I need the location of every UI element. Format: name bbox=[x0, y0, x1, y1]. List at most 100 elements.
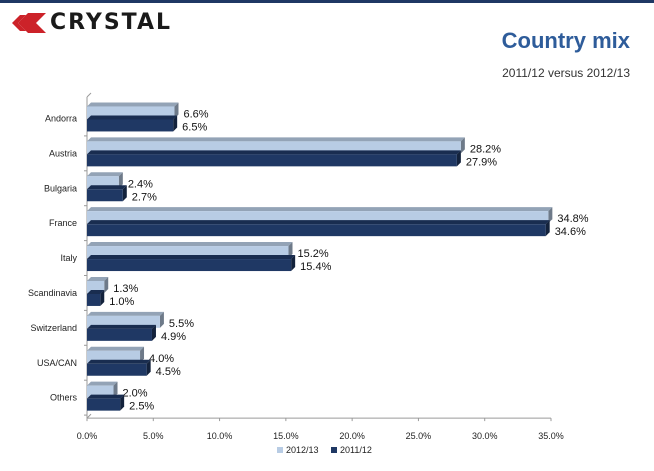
category-label: Italy bbox=[60, 253, 77, 263]
legend-label: 2012/13 bbox=[286, 445, 319, 455]
data-label: 15.2% bbox=[298, 248, 329, 260]
bar-front-face bbox=[87, 293, 101, 306]
brand-logo: CRYSTAL bbox=[12, 11, 172, 35]
bar-side-face bbox=[118, 172, 123, 189]
bar-2011-12 bbox=[87, 255, 296, 272]
bar-top-face bbox=[87, 289, 105, 294]
data-label: 2.5% bbox=[129, 401, 154, 413]
x-tick-label: 35.0% bbox=[538, 431, 564, 441]
bar-front-face bbox=[87, 328, 152, 341]
bar-top-face bbox=[87, 324, 156, 329]
bar-2012-13 bbox=[87, 242, 293, 259]
bar-side-face bbox=[173, 115, 178, 132]
data-label: 4.9% bbox=[161, 331, 186, 343]
data-label: 34.6% bbox=[555, 226, 586, 238]
bar-front-face bbox=[87, 363, 147, 376]
category-label: Scandinavia bbox=[28, 288, 77, 298]
bar-top-face bbox=[87, 185, 127, 190]
category-label: Andorra bbox=[45, 113, 77, 123]
data-label: 2.7% bbox=[132, 191, 157, 203]
bar-side-face bbox=[288, 242, 293, 259]
x-axis-depth-line bbox=[86, 413, 92, 419]
bar-side-face bbox=[548, 207, 553, 224]
data-label: 4.5% bbox=[156, 366, 181, 378]
category-label: Others bbox=[50, 393, 78, 403]
x-tick-label: 5.0% bbox=[143, 431, 164, 441]
data-label: 6.5% bbox=[182, 121, 207, 133]
bar-top-face bbox=[87, 346, 145, 351]
bar-side-face bbox=[122, 185, 127, 202]
data-label: 4.0% bbox=[149, 353, 174, 365]
x-tick-label: 15.0% bbox=[273, 431, 299, 441]
brand-wordmark: CRYSTAL bbox=[50, 10, 173, 35]
bar-top-face bbox=[87, 115, 178, 120]
category-label: France bbox=[49, 218, 77, 228]
bar-top-face bbox=[87, 359, 151, 364]
bar-front-face bbox=[87, 398, 121, 411]
legend-label: 2011/12 bbox=[340, 445, 372, 455]
bar-side-face bbox=[140, 346, 145, 363]
bar-front-face bbox=[87, 224, 546, 237]
bar-top-face bbox=[87, 172, 123, 177]
bar-top-face bbox=[87, 220, 550, 225]
bar-2011-12 bbox=[87, 324, 156, 341]
bar-side-face bbox=[174, 102, 179, 119]
data-label: 6.6% bbox=[183, 108, 208, 120]
bar-2011-12 bbox=[87, 150, 461, 167]
bar-side-face bbox=[100, 289, 105, 306]
legend-swatch bbox=[277, 447, 283, 453]
page-subtitle: 2011/12 versus 2012/13 bbox=[502, 66, 630, 80]
bar-2011-12 bbox=[87, 185, 127, 202]
bar-side-face bbox=[113, 381, 118, 398]
x-tick-label: 30.0% bbox=[472, 431, 498, 441]
bar-top-face bbox=[87, 255, 296, 260]
bar-side-face bbox=[291, 255, 296, 272]
category-label: Bulgaria bbox=[44, 183, 77, 193]
bar-top-face bbox=[87, 102, 179, 107]
legend-swatch bbox=[331, 447, 337, 453]
x-tick-label: 10.0% bbox=[207, 431, 233, 441]
bar-2011-12 bbox=[87, 115, 178, 132]
bar-side-face bbox=[460, 137, 465, 154]
y-axis-depth-line bbox=[86, 92, 92, 98]
bar-side-face bbox=[159, 311, 164, 328]
bar-2011-12 bbox=[87, 289, 105, 306]
data-label: 1.0% bbox=[109, 296, 134, 308]
bar-2011-12 bbox=[87, 220, 550, 237]
header-rule bbox=[0, 0, 654, 3]
data-label: 2.4% bbox=[128, 178, 153, 190]
bar-2011-12 bbox=[87, 394, 125, 411]
data-label: 2.0% bbox=[123, 388, 148, 400]
data-label: 34.8% bbox=[557, 213, 588, 225]
bar-side-face bbox=[545, 220, 550, 237]
data-label: 1.3% bbox=[113, 283, 138, 295]
bar-2011-12 bbox=[87, 359, 151, 376]
bar-top-face bbox=[87, 150, 461, 155]
bar-front-face bbox=[87, 119, 174, 132]
bar-front-face bbox=[87, 246, 289, 259]
bar-top-face bbox=[87, 394, 125, 399]
category-label: Switzerland bbox=[30, 323, 77, 333]
bar-side-face bbox=[104, 276, 109, 293]
bar-top-face bbox=[87, 137, 465, 142]
x-tick-label: 20.0% bbox=[339, 431, 365, 441]
x-tick-label: 0.0% bbox=[77, 431, 98, 441]
bar-top-face bbox=[87, 381, 118, 386]
bar-top-face bbox=[87, 207, 553, 212]
bar-front-face bbox=[87, 154, 457, 167]
data-label: 28.2% bbox=[470, 143, 501, 155]
category-label: Austria bbox=[49, 148, 77, 158]
x-tick-label: 25.0% bbox=[406, 431, 432, 441]
bar-front-face bbox=[87, 259, 292, 272]
category-label: USA/CAN bbox=[37, 358, 77, 368]
bar-side-face bbox=[456, 150, 461, 167]
bar-side-face bbox=[151, 324, 156, 341]
page-title: Country mix bbox=[501, 28, 630, 53]
bar-top-face bbox=[87, 311, 164, 316]
bar-side-face bbox=[120, 394, 125, 411]
bar-front-face bbox=[87, 189, 123, 202]
data-label: 15.4% bbox=[300, 261, 331, 273]
crystal-swoosh-icon bbox=[12, 13, 46, 33]
data-label: 5.5% bbox=[169, 318, 194, 330]
